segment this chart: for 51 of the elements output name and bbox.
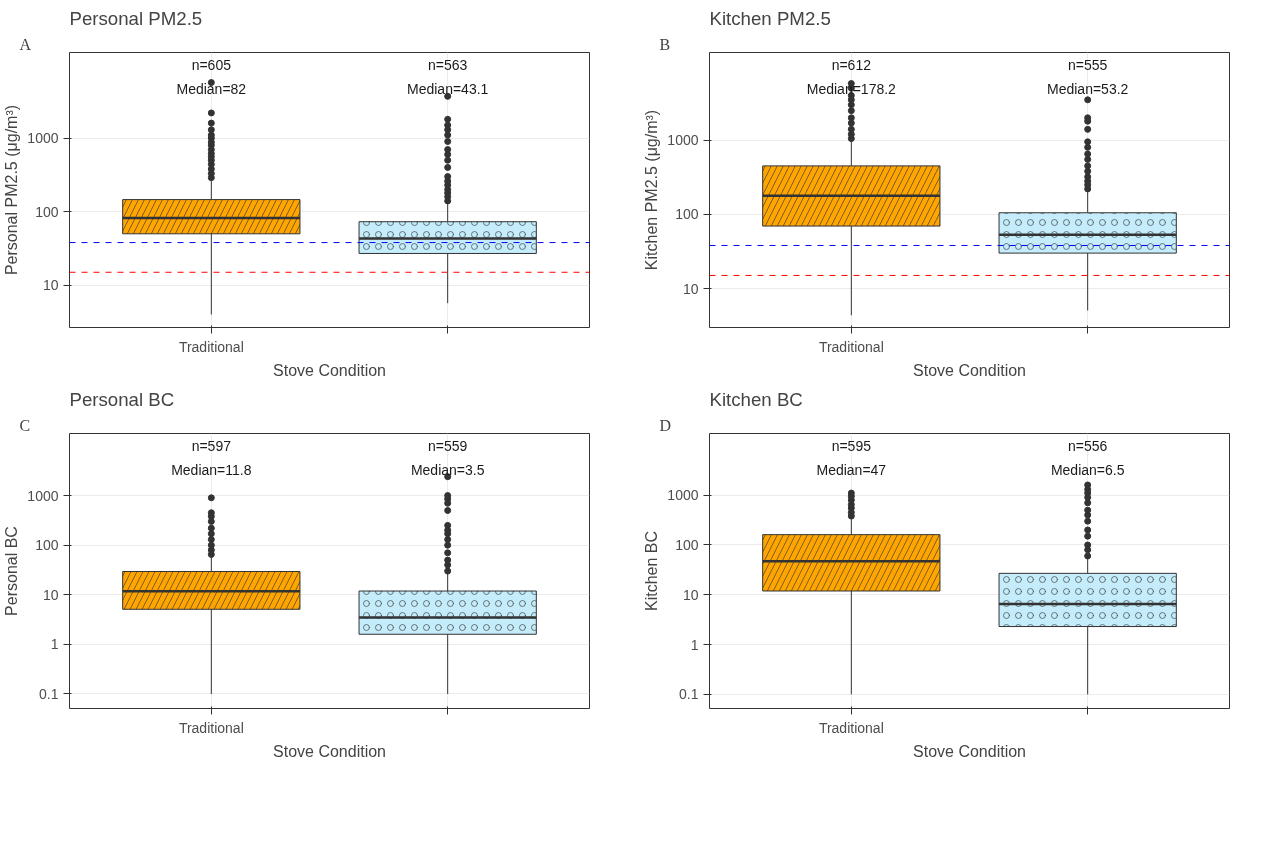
y-tick-label: 10	[682, 280, 699, 297]
annotation: n=595	[831, 437, 872, 454]
y-tick-label: 1000	[27, 130, 59, 147]
x-axis-title: Stove Condition	[913, 742, 1026, 760]
y-tick-label: 1000	[667, 487, 699, 504]
y-tick-label: 10	[682, 586, 699, 603]
annotation: n=597	[191, 437, 232, 454]
annotation: n=556	[1068, 437, 1108, 454]
chart-title: Personal BC	[69, 388, 175, 410]
x-tick-label: Traditional	[178, 719, 244, 736]
text: A	[19, 35, 32, 53]
chart-title: Kitchen PM2.5	[709, 7, 831, 29]
x-axis-title: Stove Condition	[273, 742, 386, 760]
x-tick-label: Traditional	[178, 338, 244, 355]
annotation: Median=82	[176, 80, 247, 97]
text: B	[659, 35, 671, 53]
annotation: n=612	[831, 56, 872, 73]
annotation: n=559	[428, 437, 468, 454]
y-axis-title: Kitchen PM2.5 (μg/m³)	[643, 109, 661, 271]
annotation: Median=11.8	[171, 461, 252, 478]
x-axis-title: Stove Condition	[913, 361, 1026, 379]
annotation: Median=47	[816, 461, 887, 478]
chart-title: Kitchen BC	[709, 388, 803, 410]
annotation: n=555	[1068, 56, 1108, 73]
annotation: Median=53.2	[1047, 80, 1129, 97]
text: D	[659, 416, 672, 434]
y-tick-label: 10	[42, 277, 59, 294]
y-tick-label: 0.1	[39, 685, 59, 702]
text: C	[19, 416, 31, 434]
y-tick-label: 1	[50, 636, 59, 653]
y-axis-title: Personal PM2.5 (μg/m³)	[3, 104, 21, 276]
y-tick-label: 100	[35, 203, 59, 220]
y-axis-title: Personal BC	[3, 526, 21, 616]
y-axis-title: Kitchen BC	[643, 530, 661, 612]
annotation: Median=3.5	[410, 461, 485, 478]
x-axis-title: Stove Condition	[273, 361, 386, 379]
y-tick-label: 1	[690, 636, 699, 653]
y-tick-label: 10	[42, 586, 59, 603]
y-tick-label: 0.1	[679, 686, 699, 703]
annotation: Median=6.5	[1050, 461, 1125, 478]
y-tick-label: 100	[675, 206, 699, 223]
y-tick-label: 1000	[27, 487, 59, 504]
x-tick-label: Traditional	[818, 719, 884, 736]
x-tick-label: Traditional	[818, 338, 884, 355]
y-tick-label: 100	[675, 536, 699, 553]
annotation: Median=43.1	[407, 80, 489, 97]
y-tick-label: 1000	[667, 132, 699, 149]
y-tick-label: 100	[35, 537, 59, 554]
annotation: n=605	[191, 56, 232, 73]
chart-title: Personal PM2.5	[69, 7, 203, 29]
annotation: n=563	[428, 56, 468, 73]
